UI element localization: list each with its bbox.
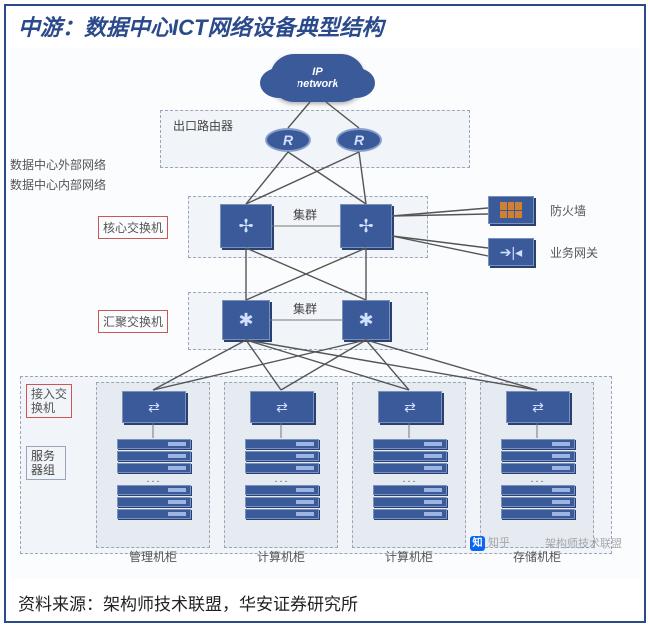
rack-2-access-switch: ⇄ [250,391,314,423]
rack-1-label: 管理机柜 [97,548,209,565]
rack-3-servers: ... [373,439,447,521]
core-cluster-label: 集群 [293,206,317,223]
watermark-zhihu: 知知乎 [470,534,510,551]
rack-2-servers: ... [245,439,319,521]
firewall-device [488,196,534,224]
region-external-label: 数据中心外部网络 [10,156,106,173]
core-switch-label: 核心交换机 [98,216,168,239]
rack-3-access-switch: ⇄ [378,391,442,423]
firewall-label: 防火墙 [550,202,586,219]
source-line: 资料来源：架构师技术联盟，华安证券研究所 [18,590,358,615]
agg-switch-1: ✱ [222,300,270,340]
cloud-line2: network [296,78,338,90]
egress-router-2: R [336,128,382,152]
rack-1-servers: ... [117,439,191,521]
page-title: 中游：数据中心ICT网络设备典型结构 [18,10,383,42]
rack-4-servers: ... [501,439,575,521]
server-group-label: 服务器组 [26,446,66,480]
rack-1: ⇄ ... 管理机柜 [96,382,210,548]
gateway-label: 业务网关 [550,244,598,261]
egress-router-label: 出口路由器 [168,114,238,137]
rack-3: ⇄ ... 计算机柜 [352,382,466,548]
agg-cluster-label: 集群 [293,300,317,317]
diagram: IP network 数据中心外部网络 出口路由器 R R 数据中心内部网络 核… [10,48,640,579]
rack-2-label: 计算机柜 [225,548,337,565]
region-internal-label: 数据中心内部网络 [10,176,106,193]
access-switch-label: 接入交换机 [26,384,72,418]
rack-3-label: 计算机柜 [353,548,465,565]
gateway-device: ➔|◂ [488,238,534,266]
egress-router-1: R [265,128,311,152]
agg-switch-2: ✱ [342,300,390,340]
gateway-icon: ➔|◂ [500,244,522,261]
rack-2: ⇄ ... 计算机柜 [224,382,338,548]
core-switch-1: ✢ [220,204,272,248]
ip-network-cloud: IP network [270,54,365,102]
rack-4: ⇄ ... 存储机柜 [480,382,594,548]
rack-1-access-switch: ⇄ [122,391,186,423]
cloud-line1: IP [312,66,322,78]
firewall-icon [500,202,522,218]
watermark-author: 架构师技术联盟 [545,535,622,551]
core-switch-2: ✢ [340,204,392,248]
rack-4-access-switch: ⇄ [506,391,570,423]
agg-switch-label: 汇聚交换机 [98,310,168,333]
